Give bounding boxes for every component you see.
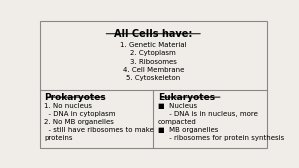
Text: ■  Nucleus
     - DNA is in nucleus, more
compacted
■  MB organelles
     - ribo: ■ Nucleus - DNA is in nucleus, more comp… [158,103,284,141]
Text: All Cells have:: All Cells have: [114,29,193,39]
Text: 1. No nucleus
  - DNA in cytoplasm
2. No MB organelles
  - still have ribosomes : 1. No nucleus - DNA in cytoplasm 2. No M… [44,103,154,141]
Text: 1. Genetic Material
2. Cytoplasm
3. Ribosomes
4. Cell Membrane
5. Cytoskeleton: 1. Genetic Material 2. Cytoplasm 3. Ribo… [120,42,187,81]
Text: Prokaryotes: Prokaryotes [44,93,106,102]
Text: Eukaryotes: Eukaryotes [158,93,215,102]
